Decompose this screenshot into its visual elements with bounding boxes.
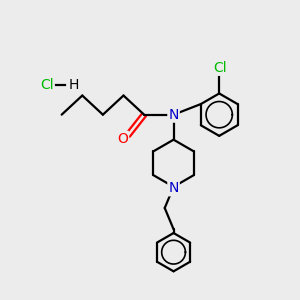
Text: O: O (117, 132, 128, 146)
Text: Cl: Cl (40, 78, 54, 92)
Text: N: N (168, 108, 179, 122)
Text: H: H (68, 78, 79, 92)
Text: N: N (168, 181, 179, 195)
Text: Cl: Cl (213, 61, 226, 75)
